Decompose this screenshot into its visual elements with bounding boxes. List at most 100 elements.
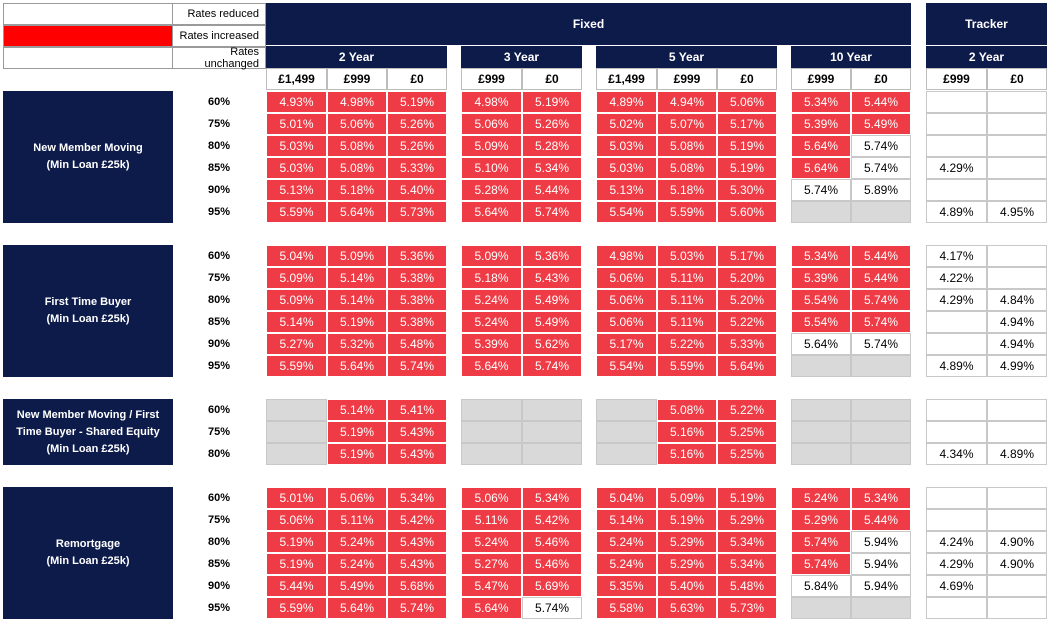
legend-swatch-increased <box>3 25 173 47</box>
rate-cell: 5.74% <box>522 597 582 619</box>
rate-cell: 5.35% <box>596 575 657 597</box>
empty-rate-cell <box>851 201 911 223</box>
empty-rate-cell <box>596 421 657 443</box>
rate-cell: 5.19% <box>266 531 327 553</box>
rate-cell: 5.03% <box>266 157 327 179</box>
fee-header: £0 <box>522 68 582 90</box>
rate-cell: 5.74% <box>851 289 911 311</box>
rate-cell: 5.14% <box>327 289 387 311</box>
empty-rate-cell <box>987 399 1047 421</box>
rate-cell: 5.54% <box>791 311 851 333</box>
rate-cell: 5.39% <box>461 333 522 355</box>
fee-header: £999 <box>791 68 851 90</box>
empty-rate-cell <box>926 179 987 201</box>
segment-label: New Member Moving / First Time Buyer - Sh… <box>3 399 173 465</box>
rate-cell: 5.13% <box>596 179 657 201</box>
rate-cell: 5.43% <box>522 267 582 289</box>
rate-cell: 5.08% <box>657 399 717 421</box>
header-tracker: Tracker <box>926 3 1047 45</box>
rate-cell: 5.63% <box>657 597 717 619</box>
empty-rate-cell <box>266 421 327 443</box>
empty-rate-cell <box>461 443 522 465</box>
segment-label-line: Time Buyer - Shared Equity <box>16 425 160 438</box>
rate-cell: 5.14% <box>596 509 657 531</box>
rate-cell: 5.49% <box>851 113 911 135</box>
ltv-label: 80% <box>173 289 266 311</box>
rate-cell: 5.19% <box>327 421 387 443</box>
rate-cell: 5.74% <box>791 553 851 575</box>
rate-cell: 5.14% <box>327 267 387 289</box>
rate-cell: 4.89% <box>926 355 987 377</box>
empty-rate-cell <box>791 421 851 443</box>
empty-rate-cell <box>851 597 911 619</box>
rate-cell: 5.36% <box>387 245 447 267</box>
empty-rate-cell <box>791 355 851 377</box>
empty-rate-cell <box>987 267 1047 289</box>
segment-label-line: (Min Loan £25k) <box>46 555 130 567</box>
rate-cell: 5.08% <box>657 157 717 179</box>
rate-cell: 4.98% <box>596 245 657 267</box>
rate-cell: 5.07% <box>657 113 717 135</box>
ltv-label: 95% <box>173 355 266 377</box>
rate-cell: 5.11% <box>327 509 387 531</box>
empty-rate-cell <box>791 597 851 619</box>
rate-cell: 5.59% <box>266 597 327 619</box>
rate-cell: 5.06% <box>596 311 657 333</box>
ltv-label: 85% <box>173 157 266 179</box>
rate-cell: 4.90% <box>987 553 1047 575</box>
rate-cell: 5.02% <box>596 113 657 135</box>
rate-cell: 5.74% <box>851 311 911 333</box>
rate-cell: 5.74% <box>851 157 911 179</box>
rate-cell: 5.42% <box>522 509 582 531</box>
empty-rate-cell <box>522 421 582 443</box>
rate-cell: 5.59% <box>266 201 327 223</box>
rate-cell: 5.59% <box>266 355 327 377</box>
rate-cell: 5.39% <box>791 113 851 135</box>
rate-cell: 5.24% <box>461 289 522 311</box>
segment-label-line: New Member Moving / First <box>16 408 160 421</box>
rate-cell: 5.73% <box>717 597 777 619</box>
fee-header: £1,499 <box>266 68 327 90</box>
empty-rate-cell <box>987 245 1047 267</box>
rate-cell: 5.19% <box>717 157 777 179</box>
segment-label-line: (Min Loan £25k) <box>46 159 130 171</box>
rate-cell: 5.94% <box>851 575 911 597</box>
rate-cell: 5.34% <box>387 487 447 509</box>
fee-header: £1,499 <box>596 68 657 90</box>
rate-cell: 5.68% <box>387 575 447 597</box>
empty-rate-cell <box>266 399 327 421</box>
rate-cell: 5.10% <box>461 157 522 179</box>
rate-cell: 4.69% <box>926 575 987 597</box>
empty-rate-cell <box>987 575 1047 597</box>
rate-cell: 4.94% <box>987 333 1047 355</box>
rate-cell: 5.33% <box>717 333 777 355</box>
rate-cell: 4.34% <box>926 443 987 465</box>
rate-cell: 5.62% <box>522 333 582 355</box>
rate-cell: 5.11% <box>657 289 717 311</box>
rate-cell: 5.38% <box>387 267 447 289</box>
rate-cell: 5.34% <box>717 531 777 553</box>
segment-label-line: First Time Buyer <box>44 296 132 308</box>
ltv-label: 95% <box>173 597 266 619</box>
rate-cell: 5.44% <box>851 91 911 113</box>
rate-cell: 5.44% <box>851 267 911 289</box>
empty-rate-cell <box>851 355 911 377</box>
ltv-label: 90% <box>173 333 266 355</box>
rate-cell: 5.49% <box>327 575 387 597</box>
legend-swatch-unchanged <box>3 47 173 69</box>
empty-rate-cell <box>926 333 987 355</box>
empty-rate-cell <box>926 91 987 113</box>
empty-rate-cell <box>926 597 987 619</box>
rate-cell: 5.06% <box>461 487 522 509</box>
ltv-label: 95% <box>173 201 266 223</box>
rate-cell: 5.09% <box>657 487 717 509</box>
rate-cell: 5.64% <box>461 355 522 377</box>
rate-cell: 4.29% <box>926 553 987 575</box>
rate-cell: 5.19% <box>387 91 447 113</box>
rate-cell: 5.08% <box>327 135 387 157</box>
rate-cell: 5.36% <box>522 245 582 267</box>
rate-cell: 5.27% <box>461 553 522 575</box>
rate-cell: 5.29% <box>791 509 851 531</box>
legend-swatch-reduced <box>3 3 173 25</box>
rate-cell: 5.24% <box>327 531 387 553</box>
